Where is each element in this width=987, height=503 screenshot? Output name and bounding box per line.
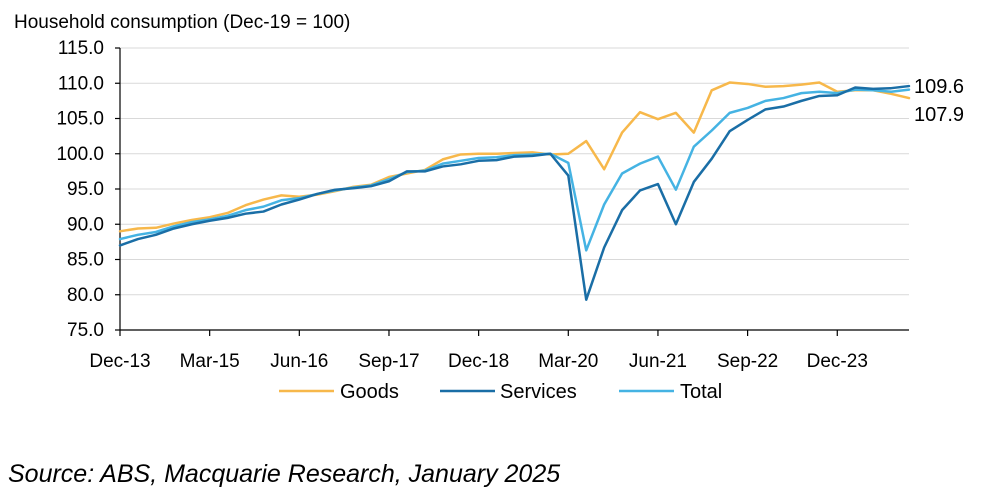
series-line-goods (118, 81, 911, 233)
x-axis-ticks: Dec-13 Mar-15 Jun-16 Sep-17 Dec-18 Mar-20 Jun-… (89, 330, 868, 372)
y-axis-ticks: 75.0 80.0 85.0 90.0 95.0 100.0 105.0 110.0 115.0 (56, 38, 120, 341)
legend-goods-label: Goods (340, 381, 399, 403)
x-tick-label: Mar-20 (538, 351, 598, 372)
end-label-goods: 107.9 (914, 104, 964, 126)
source-note: Source: ABS, Macquarie Research, January… (8, 460, 561, 488)
series-lines (118, 81, 911, 301)
x-tick-label: Dec-13 (89, 351, 150, 372)
series-line-total (118, 88, 911, 252)
x-tick-label: Jun-21 (629, 351, 687, 372)
y-tick-label: 85.0 (67, 250, 104, 271)
y-tick-label: 115.0 (58, 38, 104, 59)
series-line-services (118, 84, 911, 301)
chart-title: Household consumption (Dec-19 = 100) (14, 12, 350, 33)
end-label-services: 109.6 (914, 76, 964, 98)
y-tick-label: 95.0 (67, 179, 104, 200)
y-tick-label: 105.0 (56, 109, 104, 130)
x-tick-label: Dec-23 (807, 351, 868, 372)
legend: Goods Services Total (279, 381, 722, 403)
x-tick-label: Mar-15 (180, 351, 240, 372)
x-tick-label: Jun-16 (270, 351, 328, 372)
legend-services-label: Services (500, 381, 577, 403)
y-tick-label: 100.0 (56, 144, 104, 165)
gridlines (119, 47, 909, 331)
y-tick-label: 90.0 (67, 214, 104, 235)
legend-total-label: Total (680, 381, 722, 403)
line-chart: Household consumption (Dec-19 = 100) 75.… (14, 12, 964, 403)
x-tick-label: Sep-22 (717, 351, 778, 372)
y-tick-label: 80.0 (67, 285, 104, 306)
y-tick-label: 75.0 (67, 320, 104, 341)
x-tick-label: Sep-17 (358, 351, 419, 372)
x-tick-label: Dec-18 (448, 351, 509, 372)
y-tick-label: 110.0 (58, 73, 104, 94)
